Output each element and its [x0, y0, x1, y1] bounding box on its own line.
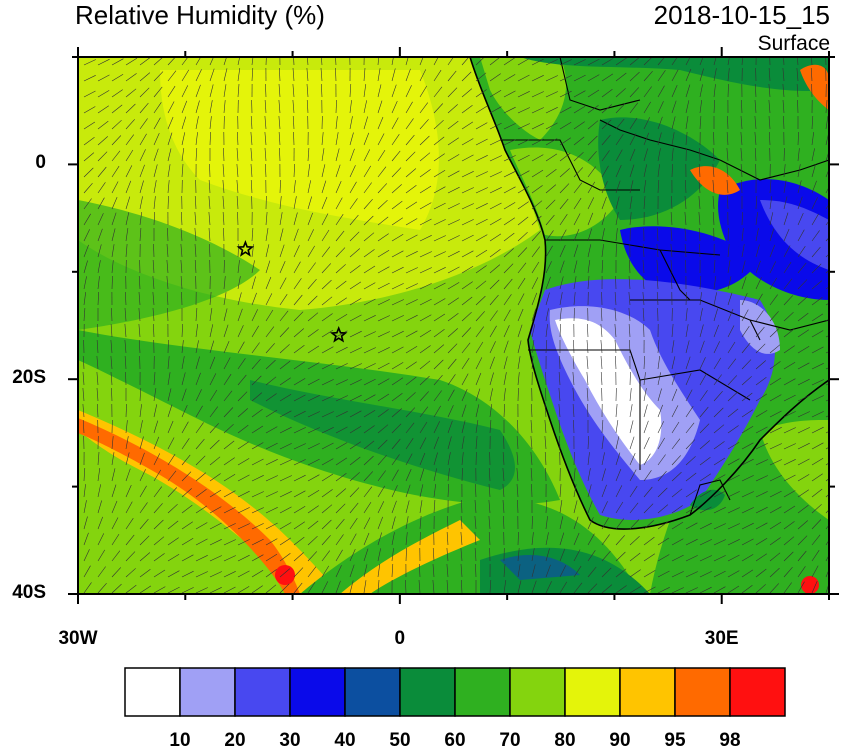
legend-swatch	[124, 667, 181, 717]
lat-tick-label: 40S	[12, 582, 46, 603]
legend-swatch	[454, 667, 511, 717]
legend-swatch	[399, 667, 456, 717]
station-star-marker	[236, 239, 255, 257]
lat-tick-label: 20S	[12, 367, 46, 389]
station-star-marker	[329, 326, 348, 343]
legend-swatch	[674, 667, 731, 717]
datetime-label: 2018-10-15_15	[653, 0, 830, 30]
legend-level-label: 90	[609, 730, 630, 750]
legend-swatch	[289, 667, 346, 717]
legend-level-label: 30	[279, 730, 300, 750]
lat-tick-label: 0	[35, 152, 46, 174]
legend-swatch	[509, 667, 566, 717]
lon-tick-label: 0	[394, 628, 406, 649]
legend-level-label: 50	[389, 730, 410, 750]
legend-level-label: 95	[664, 730, 686, 750]
level-label: Surface	[757, 32, 830, 55]
lon-tick-label: 30W	[58, 628, 98, 649]
station-markers	[236, 239, 348, 343]
legend-swatch	[564, 667, 621, 717]
legend-level-label: 98	[719, 730, 740, 750]
map-ticks	[68, 47, 839, 604]
legend-swatch	[729, 667, 786, 717]
legend-level-label: 70	[499, 730, 520, 750]
map-frame	[77, 56, 830, 595]
wind-barbs	[82, 57, 829, 594]
legend-swatch	[619, 667, 676, 717]
map-title: Relative Humidity (%)	[75, 0, 325, 30]
lon-tick-label: 30E	[704, 628, 739, 649]
legend-swatch	[234, 667, 291, 717]
legend-level-label: 20	[224, 730, 245, 750]
legend-swatch	[344, 667, 401, 717]
legend-swatch	[179, 667, 236, 717]
legend-level-label: 80	[554, 730, 575, 750]
legend-level-label: 40	[334, 730, 355, 750]
legend-level-label: 60	[444, 730, 465, 750]
legend-level-label: 10	[169, 730, 190, 750]
